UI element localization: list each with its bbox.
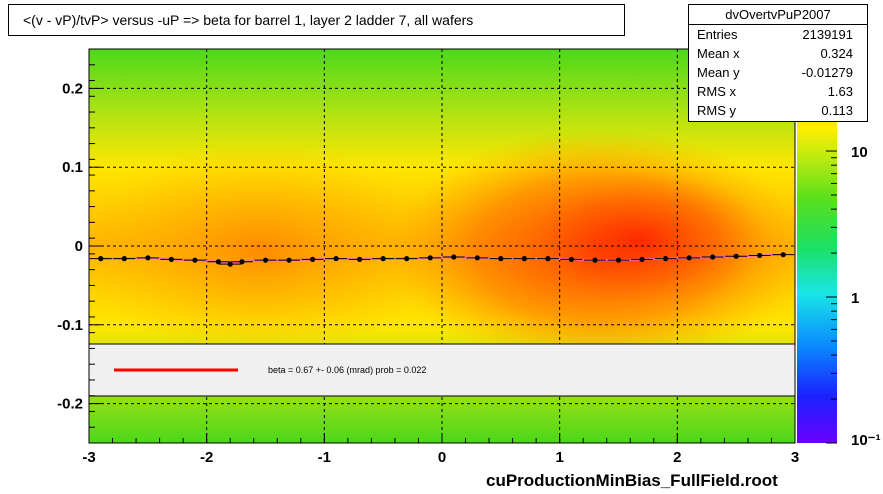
profile-point [615, 257, 622, 263]
profile-point [357, 256, 363, 262]
profile-point [521, 256, 527, 262]
stats-value: -0.01279 [801, 65, 853, 80]
profile-point [498, 256, 504, 262]
profile-point [474, 255, 480, 261]
profile-point [545, 256, 551, 262]
profile-point [757, 252, 763, 259]
profile-point [145, 255, 151, 261]
x-tick-label: 1 [555, 449, 563, 466]
plot-title: <(v - vP)/tvP> versus -uP => beta for ba… [8, 4, 625, 36]
profile-point [568, 256, 575, 262]
y-tick-label: -0.2 [57, 396, 83, 413]
stats-title: dvOvertvPuP2007 [689, 5, 867, 25]
profile-point [639, 256, 645, 262]
stats-value: 0.324 [820, 46, 853, 61]
stats-value: 1.63 [827, 84, 853, 99]
stats-label: Mean y [697, 65, 740, 80]
profile-point [168, 256, 174, 262]
profile-point [262, 257, 269, 263]
fit-legend-text: beta = 0.67 +- 0.06 (mrad) prob = 0.022 [268, 365, 426, 375]
x-tick-label: 0 [438, 449, 446, 466]
stats-row-rms-x: RMS x 1.63 [689, 82, 867, 101]
stats-label: Entries [697, 27, 738, 42]
grid-lines [89, 49, 795, 443]
profile-series [89, 252, 795, 267]
stats-label: RMS x [697, 84, 736, 99]
profile-point [215, 259, 222, 265]
profile-point [286, 257, 292, 263]
profile-point [662, 256, 669, 262]
heatmap-warm-region-left [89, 140, 440, 360]
x-tick-label: 2 [673, 449, 681, 466]
x-axis: -3 -2 -1 0 1 2 3 [82, 433, 799, 466]
stats-row-mean-y: Mean y -0.01279 [689, 63, 867, 82]
profile-point [333, 256, 339, 262]
stats-row-mean-x: Mean x 0.324 [689, 44, 867, 63]
profile-point [239, 259, 245, 265]
y-tick-label: 0.1 [62, 159, 83, 176]
profile-point [710, 254, 716, 260]
profile-point [780, 252, 786, 258]
colorbar-tick-label: 1 [851, 290, 859, 307]
x-tick-label: -1 [318, 449, 331, 466]
y-tick-label: 0 [75, 238, 83, 255]
stats-value: 0.113 [821, 103, 853, 118]
stats-label: RMS y [697, 103, 736, 118]
profile-point [192, 257, 198, 263]
heatmap-hot-core [510, 170, 770, 310]
fit-legend: beta = 0.67 +- 0.06 (mrad) prob = 0.022 [88, 343, 796, 397]
profile-point [427, 255, 433, 261]
profile-point [733, 253, 739, 259]
stats-value: 2139191 [802, 27, 853, 42]
stats-row-entries: Entries 2139191 [689, 25, 867, 44]
profile-point [380, 256, 386, 262]
profile-point [686, 255, 692, 261]
colorbar-tick-label: 10 [851, 144, 868, 161]
footer-filename: cuProductionMinBias_FullField.root [486, 471, 778, 490]
stats-row-rms-y: RMS y 0.113 [689, 101, 867, 120]
profile-point [121, 256, 127, 262]
stats-box: dvOvertvPuP2007 Entries 2139191 Mean x 0… [688, 4, 868, 122]
colorbar-tick-label: 10⁻¹ [851, 432, 881, 449]
profile-point [404, 256, 410, 262]
y-tick-label: -0.1 [57, 317, 83, 334]
x-tick-label: -3 [82, 449, 95, 466]
profile-point [98, 256, 104, 262]
profile-point [227, 261, 233, 267]
profile-point [592, 257, 598, 263]
y-axis: -0.2 -0.1 0 0.1 0.2 [57, 48, 101, 444]
profile-point [309, 256, 316, 262]
x-tick-label: -2 [200, 449, 213, 466]
stats-label: Mean x [697, 46, 740, 61]
profile-point [451, 254, 457, 260]
x-tick-label: 3 [791, 449, 799, 466]
y-tick-label: 0.2 [62, 80, 83, 97]
